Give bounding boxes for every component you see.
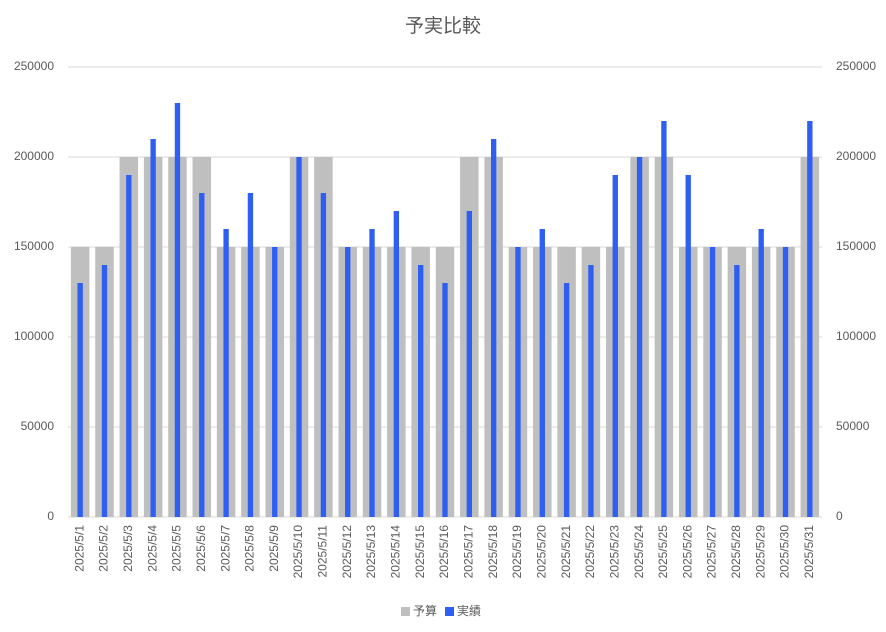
legend-label: 実績 — [457, 603, 481, 618]
bar — [150, 139, 156, 517]
bar — [807, 121, 813, 517]
bar — [296, 157, 302, 517]
bar — [661, 121, 667, 517]
x-tick-label: 2025/5/13 — [364, 525, 378, 579]
bar — [782, 247, 789, 517]
bar — [272, 247, 278, 517]
bar — [588, 265, 594, 517]
y-tick-label: 0 — [47, 509, 54, 523]
bar — [758, 229, 764, 517]
bar — [77, 283, 83, 517]
x-tick-label: 2025/5/12 — [340, 525, 354, 579]
legend-swatch — [445, 607, 455, 616]
x-tick-label: 2025/5/21 — [559, 525, 573, 579]
bar — [393, 211, 400, 517]
y2-tick-label: 100000 — [836, 329, 876, 343]
bar — [466, 211, 472, 517]
y2-tick-label: 50000 — [836, 419, 870, 433]
bar — [515, 247, 521, 517]
y2-tick-label: 0 — [836, 509, 843, 523]
bar — [636, 157, 643, 517]
x-tick-label: 2025/5/31 — [802, 525, 816, 579]
x-tick-label: 2025/5/28 — [729, 525, 743, 579]
y-tick-label: 200000 — [14, 149, 54, 163]
x-tick-label: 2025/5/20 — [534, 525, 548, 579]
x-tick-label: 2025/5/17 — [461, 525, 475, 579]
y2-tick-label: 200000 — [836, 149, 876, 163]
x-tick-label: 2025/5/16 — [437, 525, 451, 579]
legend-swatch — [401, 607, 410, 616]
x-tick-label: 2025/5/24 — [632, 525, 646, 579]
bar — [101, 265, 108, 517]
x-tick-label: 2025/5/18 — [486, 525, 500, 579]
x-tick-label: 2025/5/4 — [145, 525, 159, 572]
bar — [685, 175, 691, 517]
x-tick-label: 2025/5/22 — [583, 525, 597, 579]
bar — [223, 229, 229, 517]
bar — [174, 103, 181, 517]
bar — [490, 139, 497, 517]
x-tick-label: 2025/5/10 — [291, 525, 305, 579]
bar — [199, 193, 205, 517]
x-tick-label: 2025/5/26 — [680, 525, 694, 579]
x-tick-label: 2025/5/11 — [316, 525, 330, 578]
x-tick-label: 2025/5/23 — [607, 525, 621, 579]
bar — [126, 175, 132, 517]
bar — [320, 193, 327, 517]
bar — [345, 247, 351, 517]
x-tick-label: 2025/5/2 — [97, 525, 111, 572]
bar — [247, 193, 254, 517]
bar — [418, 265, 424, 517]
bar — [563, 283, 570, 517]
x-tick-label: 2025/5/8 — [243, 525, 257, 572]
bar — [709, 247, 716, 517]
y2-tick-label: 150000 — [836, 239, 876, 253]
x-tick-label: 2025/5/6 — [194, 525, 208, 572]
bar — [369, 229, 375, 517]
x-tick-label: 2025/5/29 — [753, 525, 767, 579]
y-tick-label: 150000 — [14, 239, 54, 253]
x-tick-label: 2025/5/5 — [170, 525, 184, 572]
x-tick-label: 2025/5/30 — [778, 525, 792, 579]
x-tick-label: 2025/5/7 — [218, 525, 232, 572]
y-tick-label: 250000 — [14, 59, 54, 73]
chart-title: 予実比較 — [405, 15, 481, 37]
y2-tick-label: 250000 — [836, 59, 876, 73]
x-tick-label: 2025/5/25 — [656, 525, 670, 579]
x-tick-label: 2025/5/1 — [72, 525, 86, 572]
y-tick-label: 100000 — [14, 329, 54, 343]
x-tick-label: 2025/5/27 — [705, 525, 719, 579]
x-tick-label: 2025/5/19 — [510, 525, 524, 579]
bar — [442, 283, 448, 517]
legend-label: 予算 — [413, 603, 437, 618]
x-tick-label: 2025/5/14 — [389, 525, 403, 579]
x-tick-label: 2025/5/15 — [413, 525, 427, 579]
bar — [539, 229, 545, 517]
bar — [734, 265, 740, 517]
x-tick-label: 2025/5/3 — [121, 525, 135, 572]
x-tick-label: 2025/5/9 — [267, 525, 281, 572]
y-tick-label: 50000 — [21, 419, 55, 433]
bar — [612, 175, 618, 517]
